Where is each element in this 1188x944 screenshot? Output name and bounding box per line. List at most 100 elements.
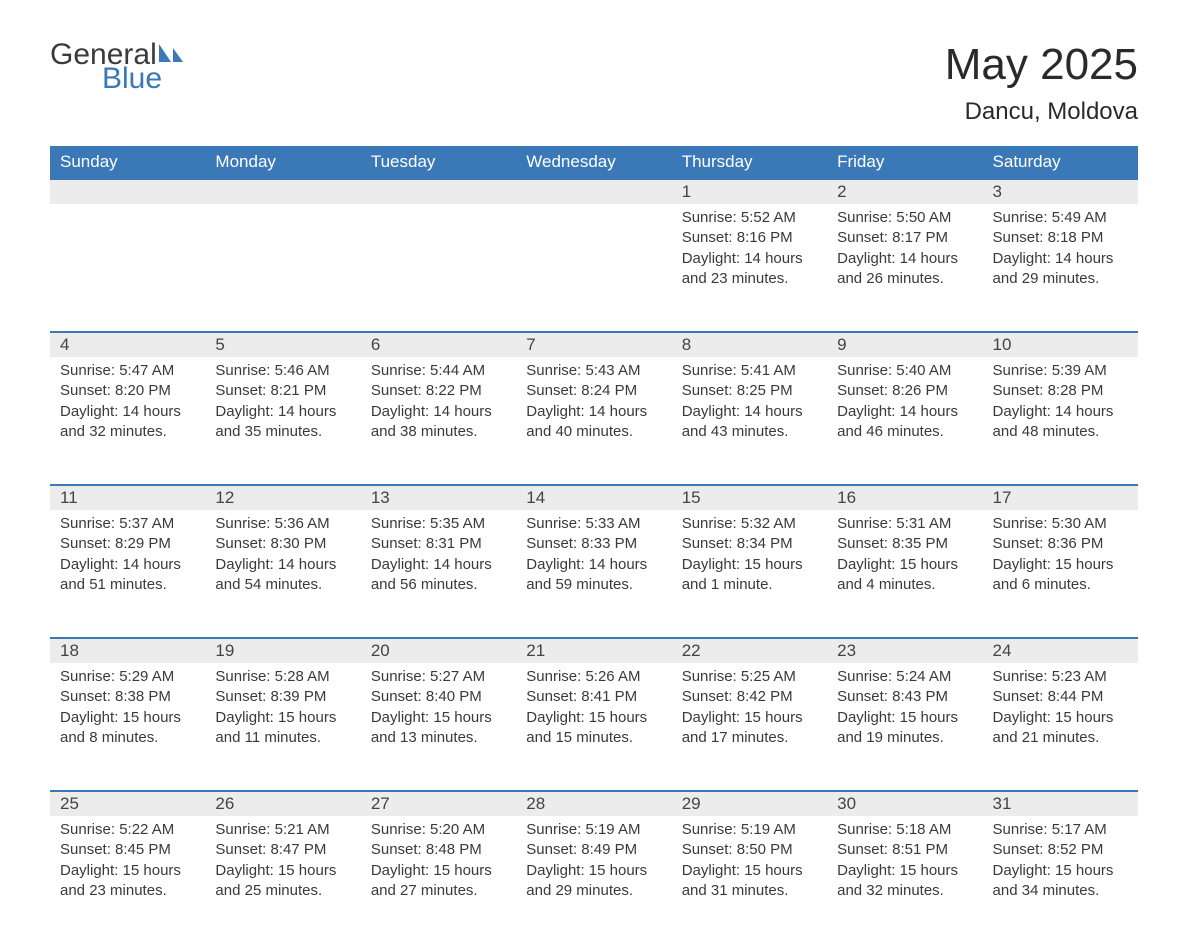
sunset-text: Sunset: 8:44 PM <box>993 687 1128 707</box>
day-number: 2 <box>827 180 982 204</box>
day-cell: Sunrise: 5:18 AMSunset: 8:51 PMDaylight:… <box>827 816 982 944</box>
logo: General Blue <box>50 40 187 94</box>
day-cell: Sunrise: 5:28 AMSunset: 8:39 PMDaylight:… <box>205 663 360 791</box>
day-number: 24 <box>983 639 1138 663</box>
day-cell: Sunrise: 5:19 AMSunset: 8:49 PMDaylight:… <box>516 816 671 944</box>
day-number: 27 <box>361 792 516 816</box>
sunrise-text: Sunrise: 5:21 AM <box>215 820 350 840</box>
day-number: 6 <box>361 333 516 357</box>
daylight-text: Daylight: 15 hours and 31 minutes. <box>682 861 817 902</box>
page-title: May 2025 <box>945 40 1138 90</box>
day-cell: Sunrise: 5:21 AMSunset: 8:47 PMDaylight:… <box>205 816 360 944</box>
sunrise-text: Sunrise: 5:44 AM <box>371 361 506 381</box>
day-number: 8 <box>672 333 827 357</box>
day-number: 26 <box>205 792 360 816</box>
sunset-text: Sunset: 8:16 PM <box>682 228 817 248</box>
day-cell: Sunrise: 5:46 AMSunset: 8:21 PMDaylight:… <box>205 357 360 485</box>
day-number: 15 <box>672 486 827 510</box>
daylight-text: Daylight: 15 hours and 34 minutes. <box>993 861 1128 902</box>
day-cell <box>205 204 360 332</box>
day-cell: Sunrise: 5:35 AMSunset: 8:31 PMDaylight:… <box>361 510 516 638</box>
daylight-text: Daylight: 15 hours and 15 minutes. <box>526 708 661 749</box>
page-subtitle: Dancu, Moldova <box>945 98 1138 126</box>
daylight-text: Daylight: 14 hours and 29 minutes. <box>993 249 1128 290</box>
week-data-row: Sunrise: 5:52 AMSunset: 8:16 PMDaylight:… <box>50 204 1138 332</box>
sunrise-text: Sunrise: 5:49 AM <box>993 208 1128 228</box>
sunset-text: Sunset: 8:41 PM <box>526 687 661 707</box>
sunset-text: Sunset: 8:40 PM <box>371 687 506 707</box>
daylight-text: Daylight: 15 hours and 32 minutes. <box>837 861 972 902</box>
daylight-text: Daylight: 14 hours and 54 minutes. <box>215 555 350 596</box>
day-number: 9 <box>827 333 982 357</box>
day-number: 25 <box>50 792 205 816</box>
sunrise-text: Sunrise: 5:43 AM <box>526 361 661 381</box>
day-number: 29 <box>672 792 827 816</box>
daylight-text: Daylight: 15 hours and 19 minutes. <box>837 708 972 749</box>
sunset-text: Sunset: 8:45 PM <box>60 840 195 860</box>
day-number: 19 <box>205 639 360 663</box>
sunset-text: Sunset: 8:49 PM <box>526 840 661 860</box>
daylight-text: Daylight: 15 hours and 6 minutes. <box>993 555 1128 596</box>
sunset-text: Sunset: 8:39 PM <box>215 687 350 707</box>
day-number: 16 <box>827 486 982 510</box>
daylight-text: Daylight: 15 hours and 1 minute. <box>682 555 817 596</box>
daylight-text: Daylight: 14 hours and 40 minutes. <box>526 402 661 443</box>
sunrise-text: Sunrise: 5:24 AM <box>837 667 972 687</box>
daylight-text: Daylight: 14 hours and 56 minutes. <box>371 555 506 596</box>
week-num-row: 18192021222324 <box>50 638 1138 663</box>
sunset-text: Sunset: 8:25 PM <box>682 381 817 401</box>
day-header: Sunday <box>50 146 205 179</box>
day-cell: Sunrise: 5:52 AMSunset: 8:16 PMDaylight:… <box>672 204 827 332</box>
sunset-text: Sunset: 8:43 PM <box>837 687 972 707</box>
day-cell: Sunrise: 5:23 AMSunset: 8:44 PMDaylight:… <box>983 663 1138 791</box>
sunset-text: Sunset: 8:29 PM <box>60 534 195 554</box>
sunset-text: Sunset: 8:51 PM <box>837 840 972 860</box>
daylight-text: Daylight: 15 hours and 4 minutes. <box>837 555 972 596</box>
day-cell: Sunrise: 5:24 AMSunset: 8:43 PMDaylight:… <box>827 663 982 791</box>
day-cell: Sunrise: 5:49 AMSunset: 8:18 PMDaylight:… <box>983 204 1138 332</box>
daylight-text: Daylight: 15 hours and 11 minutes. <box>215 708 350 749</box>
week-data-row: Sunrise: 5:37 AMSunset: 8:29 PMDaylight:… <box>50 510 1138 638</box>
week-data-row: Sunrise: 5:29 AMSunset: 8:38 PMDaylight:… <box>50 663 1138 791</box>
sunrise-text: Sunrise: 5:32 AM <box>682 514 817 534</box>
header: General Blue May 2025 Dancu, Moldova <box>50 40 1138 126</box>
day-number: 3 <box>983 180 1138 204</box>
sunrise-text: Sunrise: 5:28 AM <box>215 667 350 687</box>
sunset-text: Sunset: 8:18 PM <box>993 228 1128 248</box>
day-cell: Sunrise: 5:41 AMSunset: 8:25 PMDaylight:… <box>672 357 827 485</box>
sunset-text: Sunset: 8:31 PM <box>371 534 506 554</box>
sunset-text: Sunset: 8:30 PM <box>215 534 350 554</box>
week-num-row: 45678910 <box>50 332 1138 357</box>
daylight-text: Daylight: 15 hours and 29 minutes. <box>526 861 661 902</box>
day-cell: Sunrise: 5:30 AMSunset: 8:36 PMDaylight:… <box>983 510 1138 638</box>
day-cell: Sunrise: 5:40 AMSunset: 8:26 PMDaylight:… <box>827 357 982 485</box>
day-number: 22 <box>672 639 827 663</box>
day-header: Friday <box>827 146 982 179</box>
day-header: Saturday <box>983 146 1138 179</box>
daylight-text: Daylight: 14 hours and 43 minutes. <box>682 402 817 443</box>
day-cell: Sunrise: 5:20 AMSunset: 8:48 PMDaylight:… <box>361 816 516 944</box>
day-cell <box>516 204 671 332</box>
sunrise-text: Sunrise: 5:26 AM <box>526 667 661 687</box>
day-number: 28 <box>516 792 671 816</box>
sunrise-text: Sunrise: 5:17 AM <box>993 820 1128 840</box>
sunrise-text: Sunrise: 5:41 AM <box>682 361 817 381</box>
sunset-text: Sunset: 8:20 PM <box>60 381 195 401</box>
sunrise-text: Sunrise: 5:22 AM <box>60 820 195 840</box>
day-header: Wednesday <box>516 146 671 179</box>
day-cell: Sunrise: 5:33 AMSunset: 8:33 PMDaylight:… <box>516 510 671 638</box>
sunset-text: Sunset: 8:22 PM <box>371 381 506 401</box>
sunset-text: Sunset: 8:48 PM <box>371 840 506 860</box>
day-cell: Sunrise: 5:17 AMSunset: 8:52 PMDaylight:… <box>983 816 1138 944</box>
sunrise-text: Sunrise: 5:18 AM <box>837 820 972 840</box>
sunrise-text: Sunrise: 5:47 AM <box>60 361 195 381</box>
daylight-text: Daylight: 14 hours and 59 minutes. <box>526 555 661 596</box>
day-number: 21 <box>516 639 671 663</box>
day-number: 20 <box>361 639 516 663</box>
daylight-text: Daylight: 14 hours and 32 minutes. <box>60 402 195 443</box>
calendar-table: SundayMondayTuesdayWednesdayThursdayFrid… <box>50 146 1138 944</box>
day-number: 14 <box>516 486 671 510</box>
sunrise-text: Sunrise: 5:46 AM <box>215 361 350 381</box>
day-cell <box>50 204 205 332</box>
day-cell: Sunrise: 5:27 AMSunset: 8:40 PMDaylight:… <box>361 663 516 791</box>
